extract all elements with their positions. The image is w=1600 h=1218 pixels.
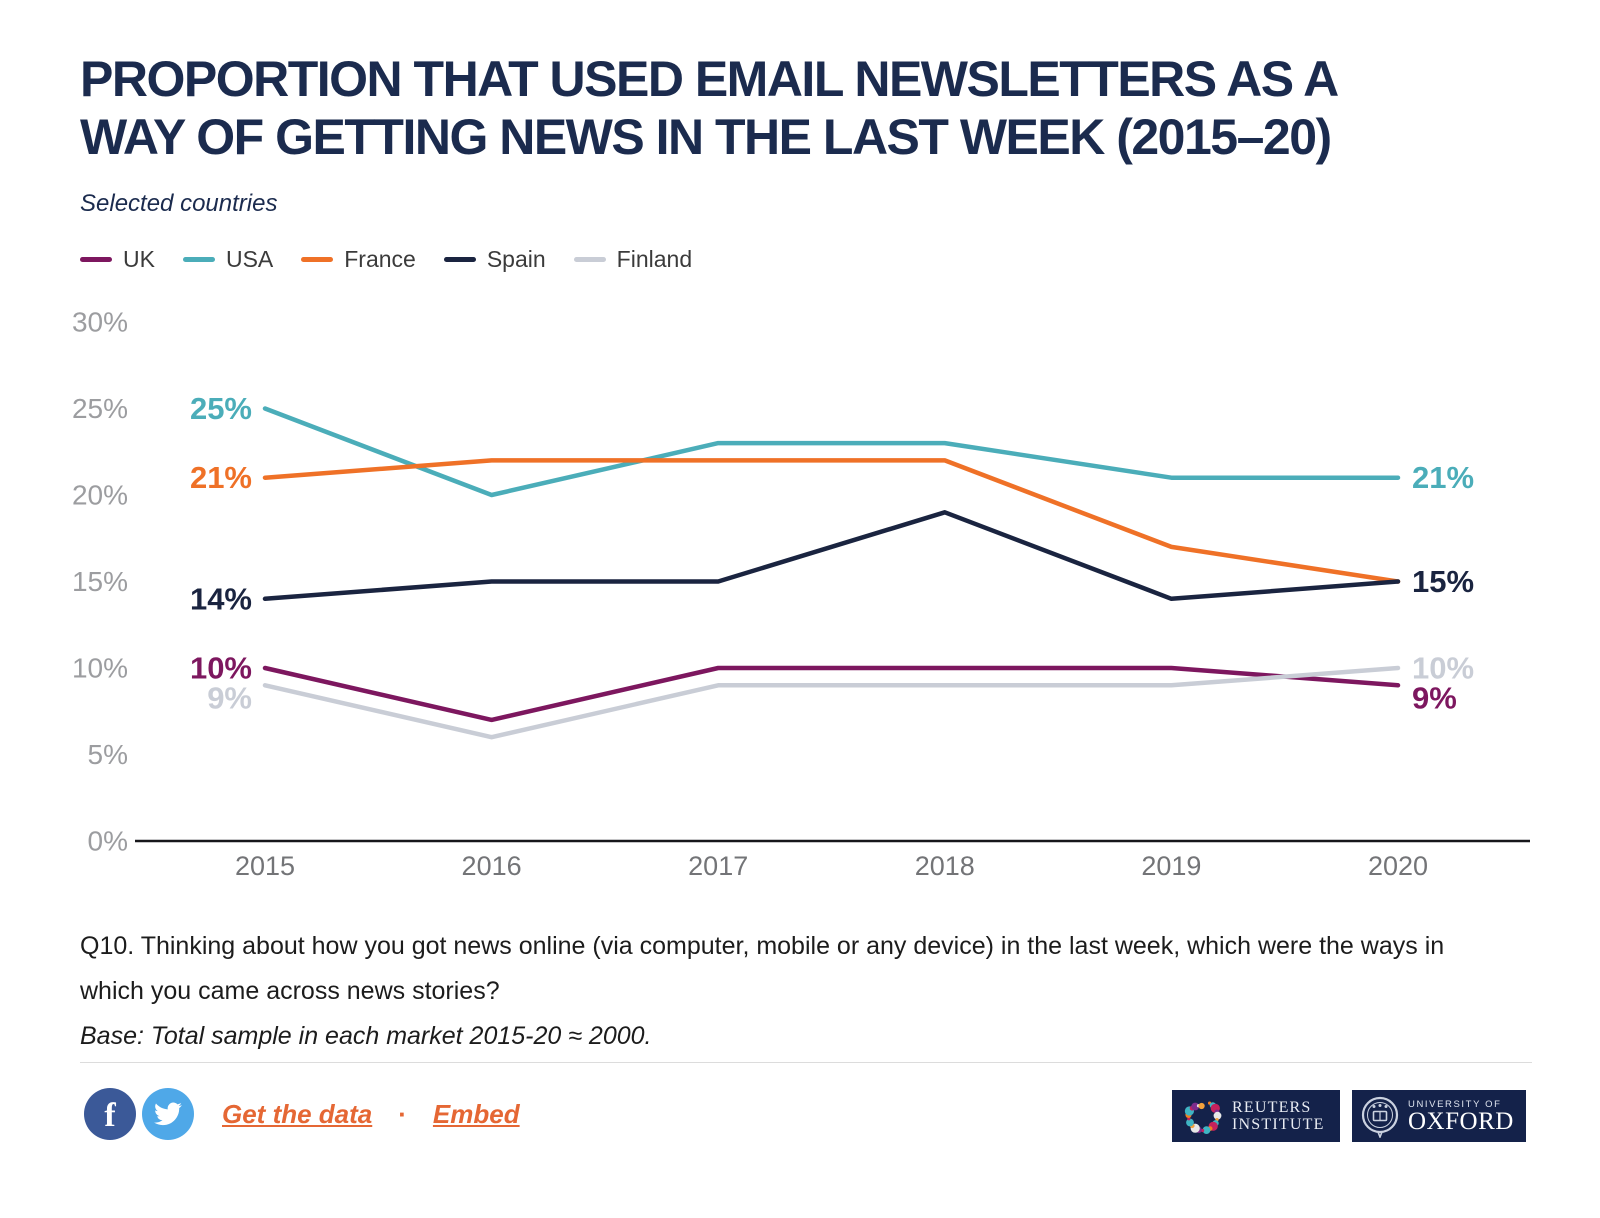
x-tick-label: 2018 — [915, 851, 975, 881]
reuters-word: REUTERS — [1232, 1099, 1312, 1116]
series-line-spain — [262, 510, 1401, 602]
value-label-start-usa: 25% — [190, 391, 252, 426]
page-title: PROPORTION THAT USED EMAIL NEWSLETTERS A… — [80, 50, 1560, 166]
footer-actions: f Get the data · Embed — [84, 1088, 520, 1140]
legend-item-usa: USA — [182, 246, 274, 273]
legend-item-france: France — [301, 246, 416, 273]
legend-swatch-spain — [443, 257, 476, 262]
legend-item-finland: Finland — [573, 246, 693, 273]
reuters-logo-text: REUTERS INSTITUTE — [1232, 1099, 1325, 1133]
legend-item-spain: Spain — [443, 246, 546, 273]
footer-divider — [80, 1062, 1532, 1063]
x-tick-label: 2019 — [1141, 851, 1201, 881]
x-tick-label: 2016 — [462, 851, 522, 881]
embed-link[interactable]: Embed — [432, 1098, 520, 1129]
get-the-data-link[interactable]: Get the data — [222, 1098, 373, 1129]
oxford-logo-text: UNIVERSITY OF OXFORD — [1408, 1099, 1514, 1134]
chart-legend: UK USA France Spain Finland — [80, 246, 692, 273]
line-chart: 0% 5% 10% 15% 20% 25% 30% 2015 2016 2017 2018 2019 2… — [72, 307, 1530, 881]
value-label-start-finland: 9% — [207, 681, 252, 716]
value-label-end-usa: 21% — [1412, 460, 1474, 495]
university-of-word: UNIVERSITY OF — [1408, 1098, 1502, 1110]
footer-links: Get the data · Embed — [222, 1099, 520, 1130]
question-text: Q10. Thinking about how you got news onl… — [80, 932, 1445, 1005]
legend-label: France — [344, 246, 416, 272]
chart-subtitle: Selected countries — [80, 190, 278, 217]
twitter-share-button[interactable] — [142, 1088, 194, 1140]
legend-swatch-france — [301, 257, 334, 262]
value-label-end-spain: 15% — [1412, 564, 1474, 599]
y-tick-label: 25% — [72, 393, 128, 424]
legend-swatch-finland — [573, 257, 606, 262]
reuters-dots-icon — [1184, 1101, 1222, 1134]
legend-item-uk: UK — [80, 246, 155, 273]
legend-swatch-usa — [182, 257, 215, 262]
value-label-start-france: 21% — [190, 460, 252, 495]
institute-word: INSTITUTE — [1232, 1116, 1325, 1133]
y-tick-label: 5% — [88, 739, 128, 770]
series-line-uk — [262, 665, 1401, 723]
series-line-finland — [262, 665, 1401, 740]
x-tick-label: 2017 — [688, 851, 748, 881]
page-title-line2: WAY OF GETTING NEWS IN THE LAST WEEK (20… — [80, 109, 1332, 165]
oxford-crest-icon — [1361, 1096, 1399, 1138]
value-label-start-uk: 10% — [190, 651, 252, 686]
page-title-line1: PROPORTION THAT USED EMAIL NEWSLETTERS A… — [80, 51, 1339, 107]
legend-label: USA — [225, 246, 274, 272]
base-text: Base: Total sample in each market 2015-2… — [80, 1022, 652, 1050]
link-separator: · — [398, 1098, 407, 1129]
oxford-university-logo: UNIVERSITY OF OXFORD — [1352, 1090, 1526, 1142]
value-label-end-finland: 10% — [1412, 651, 1474, 686]
y-tick-label: 20% — [72, 480, 128, 511]
y-tick-label: 10% — [72, 653, 128, 684]
value-label-start-spain: 14% — [190, 581, 252, 616]
x-tick-label: 2015 — [235, 851, 295, 881]
series-line-usa — [262, 406, 1401, 498]
facebook-icon: f — [104, 1097, 116, 1134]
facebook-share-button[interactable]: f — [84, 1088, 136, 1140]
y-tick-label: 30% — [72, 307, 128, 338]
x-tick-label: 2020 — [1368, 851, 1428, 881]
value-label-end-uk: 9% — [1412, 681, 1457, 716]
oxford-word: OXFORD — [1408, 1107, 1514, 1135]
footnote: Q10. Thinking about how you got news onl… — [80, 924, 1510, 1056]
legend-swatch-uk — [80, 257, 112, 262]
reuters-institute-logo: REUTERS INSTITUTE — [1172, 1090, 1340, 1142]
series-line-france — [262, 458, 1401, 584]
y-tick-label: 15% — [72, 566, 128, 597]
legend-label: UK — [123, 246, 155, 272]
legend-label: Spain — [486, 246, 546, 272]
twitter-icon — [154, 1102, 182, 1126]
legend-label: Finland — [616, 246, 693, 272]
y-tick-label: 0% — [88, 826, 128, 857]
